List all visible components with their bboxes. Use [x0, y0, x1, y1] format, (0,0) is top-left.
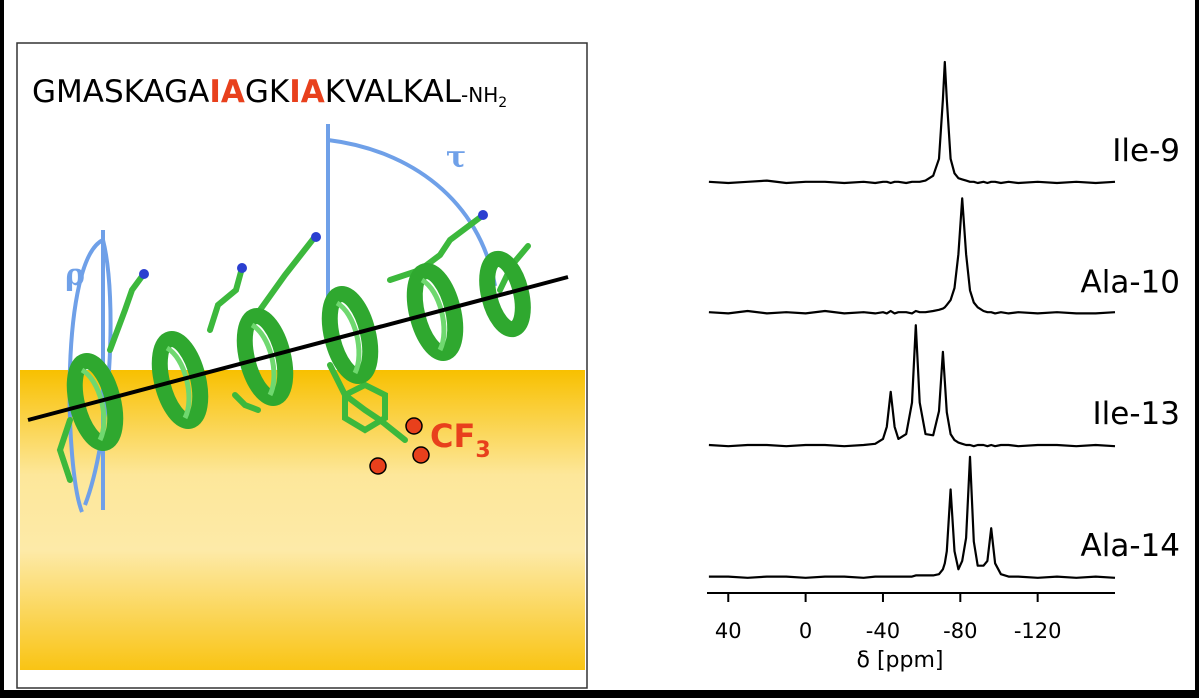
nitrogen-tips — [139, 210, 488, 362]
sequence-part: GK — [245, 74, 290, 110]
frame-left — [0, 0, 4, 698]
spectrum — [708, 455, 1116, 579]
spectrum — [708, 324, 1116, 448]
series-label: Ile-13 — [1093, 396, 1180, 432]
tau-label: τ — [446, 140, 466, 175]
x-tick-label: -40 — [866, 619, 900, 643]
helix-axis — [27, 275, 569, 422]
spectrum — [708, 60, 1116, 185]
frame-bottom — [0, 690, 1199, 698]
structure-panel: GMASKAGAIAGKIAKVALKAL-NH2 ρ τ — [16, 42, 588, 689]
sequence-part: KVALKAL — [325, 74, 462, 110]
frame-right — [1195, 0, 1199, 698]
series-label: Ala-14 — [1081, 528, 1180, 564]
x-tick-label: 0 — [799, 619, 812, 643]
phenyl-ring — [342, 381, 388, 434]
x-tick-label: -120 — [1014, 619, 1062, 643]
x-tick-label: 40 — [715, 619, 742, 643]
sequence: GMASKAGAIAGKIAKVALKAL-NH2 — [32, 74, 507, 111]
sequence-label-site: IA — [289, 74, 325, 110]
rho-label: ρ — [65, 258, 85, 293]
sequence-subscript: 2 — [498, 95, 507, 111]
x-tick-label: -80 — [943, 619, 977, 643]
series-label: Ile-9 — [1112, 133, 1180, 169]
series-label: Ala-10 — [1081, 265, 1180, 301]
sequence-part: GMASKAGA — [32, 74, 209, 110]
cf3-subscript: 3 — [475, 438, 490, 463]
spectrum — [708, 197, 1116, 315]
spectra-plot: 40 0 -40 -80 -120 δ [ppm] Ile-9 Ala-10 Ile-13 Ala… — [707, 60, 1180, 673]
cf3-text: CF — [430, 417, 475, 455]
x-axis-title: δ [ppm] — [857, 648, 944, 673]
side-chains — [56, 213, 531, 483]
cf3-label: CF3 — [430, 417, 491, 463]
sequence-label-site: IA — [209, 74, 245, 110]
sequence-terminus: -NH — [461, 83, 498, 107]
fluorine-atoms — [369, 417, 430, 475]
